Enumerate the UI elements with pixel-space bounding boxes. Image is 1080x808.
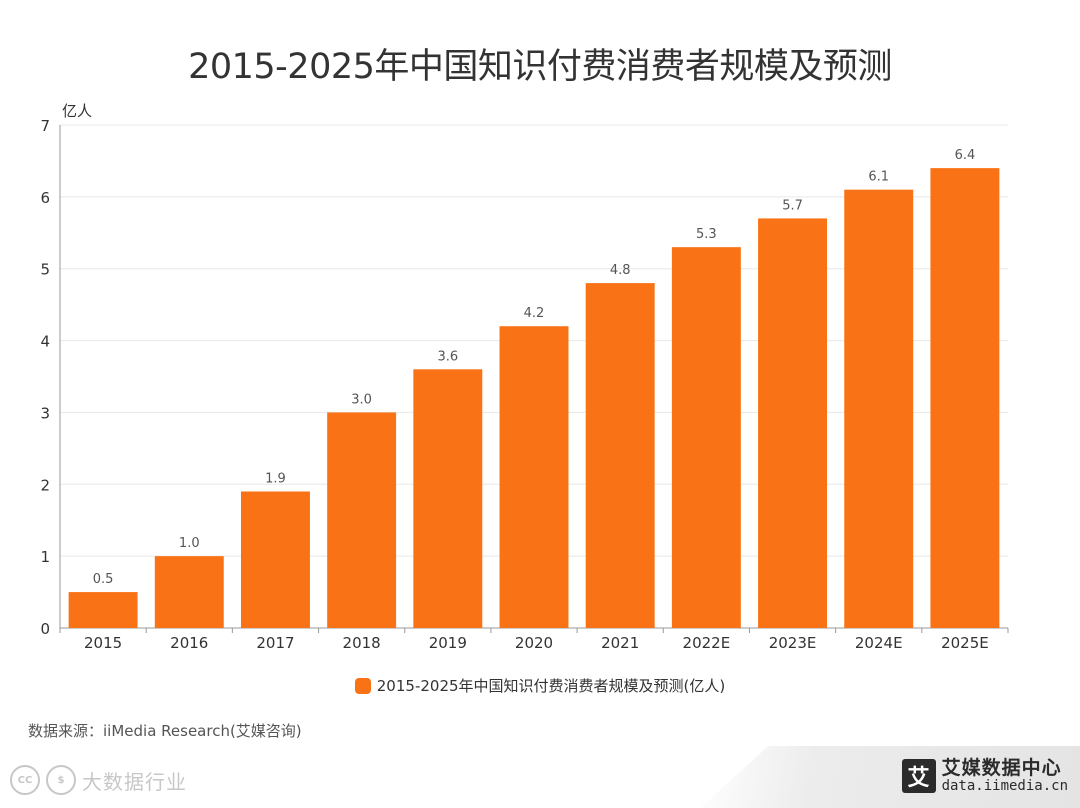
data-label: 5.3 [696, 227, 717, 242]
data-label: 1.0 [179, 536, 200, 551]
y-tick-label: 5 [40, 261, 50, 279]
bar [240, 491, 310, 628]
bar [154, 556, 224, 628]
footer-corner-band [700, 746, 1080, 808]
x-tick-label: 2022E [683, 634, 731, 652]
bar [327, 412, 397, 628]
data-label: 4.8 [610, 263, 631, 278]
watermark-text: 大数据行业 [82, 769, 187, 794]
data-label: 3.6 [437, 349, 458, 364]
y-tick-label: 3 [40, 404, 50, 422]
bar [413, 369, 483, 628]
data-label: 0.5 [93, 572, 114, 587]
x-tick-label: 2021 [601, 634, 639, 652]
bar [844, 189, 914, 628]
y-tick-label: 0 [40, 620, 50, 638]
noncommercial-icon: $ [46, 765, 76, 795]
legend[interactable]: 2015-2025年中国知识付费消费者规模及预测(亿人) [0, 675, 1080, 696]
cc-icon: CC [10, 765, 40, 795]
bar [671, 247, 741, 628]
bar [758, 218, 828, 628]
data-label: 5.7 [782, 198, 803, 213]
watermark: CC $ 大数据行业 [10, 760, 187, 800]
x-tick-label: 2017 [256, 634, 294, 652]
bar [585, 283, 655, 628]
data-label: 1.9 [265, 471, 286, 486]
data-label: 6.1 [868, 170, 889, 185]
x-tick-label: 2019 [429, 634, 467, 652]
brand-logo: 艾 艾媒数据中心 data.iimedia.cn [901, 757, 1068, 794]
x-tick-label: 2018 [343, 634, 381, 652]
bar [930, 168, 1000, 628]
y-tick-label: 1 [40, 548, 50, 566]
x-tick-label: 2023E [769, 634, 817, 652]
x-tick-label: 2016 [170, 634, 208, 652]
data-label: 6.4 [955, 148, 976, 163]
x-tick-label: 2025E [941, 634, 989, 652]
data-label: 3.0 [351, 392, 372, 407]
logo-name: 艾媒数据中心 [941, 757, 1062, 779]
data-label: 4.2 [524, 306, 545, 321]
logo-mark-icon: 艾 [901, 759, 936, 794]
x-tick-label: 2020 [515, 634, 553, 652]
y-tick-label: 7 [40, 117, 50, 135]
bar [68, 592, 138, 628]
logo-url: data.iimedia.cn [941, 777, 1068, 794]
y-tick-label: 6 [40, 189, 50, 207]
y-tick-label: 2 [40, 476, 50, 494]
legend-swatch [354, 677, 371, 694]
legend-label: 2015-2025年中国知识付费消费者规模及预测(亿人) [376, 677, 726, 695]
y-tick-label: 4 [40, 333, 50, 351]
bar [499, 326, 569, 628]
chart-title: 2015-2025年中国知识付费消费者规模及预测 [188, 47, 892, 87]
y-axis-unit: 亿人 [62, 102, 92, 120]
x-tick-label: 2024E [855, 634, 903, 652]
x-tick-label: 2015 [84, 634, 122, 652]
data-source-note: 数据来源：iiMedia Research(艾媒咨询) [28, 722, 302, 740]
